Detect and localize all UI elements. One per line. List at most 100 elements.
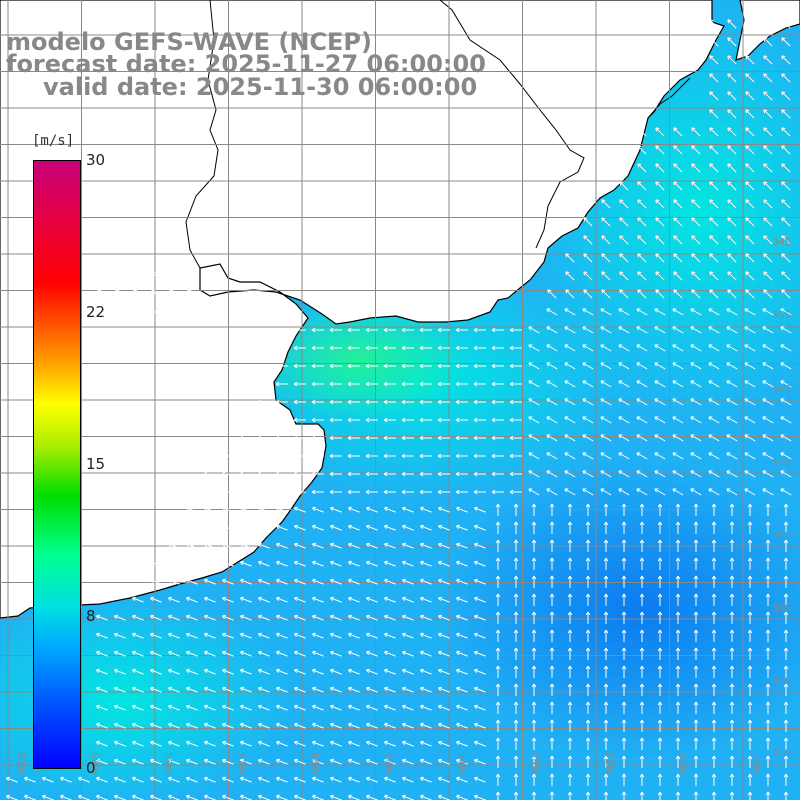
wind-arrow — [691, 181, 701, 191]
wind-arrow — [639, 593, 645, 606]
wind-arrow — [672, 326, 684, 334]
wind-arrow — [513, 647, 519, 660]
wind-arrow — [729, 611, 735, 624]
wind-arrow — [603, 755, 609, 768]
wind-arrow — [727, 145, 737, 155]
wind-arrow — [763, 127, 773, 137]
wind-arrow — [132, 686, 144, 693]
wind-arrow — [603, 719, 609, 732]
wind-arrow — [637, 271, 647, 281]
wind-arrow — [348, 542, 360, 549]
wind-arrow — [783, 773, 789, 786]
wind-arrow — [762, 470, 774, 478]
wind-arrow — [258, 614, 270, 621]
wind-arrow — [675, 539, 681, 552]
wind-arrow — [168, 668, 180, 675]
lat-label: 34S — [772, 237, 791, 248]
wind-arrow — [621, 755, 627, 768]
wind-arrow — [675, 611, 681, 624]
wind-arrow — [401, 489, 414, 495]
wind-arrow — [491, 399, 504, 405]
wind-arrow — [781, 37, 791, 47]
wind-arrow — [294, 614, 306, 621]
wind-arrow — [583, 253, 593, 263]
wind-arrow — [657, 755, 663, 768]
wind-arrow — [150, 722, 162, 729]
wind-arrow — [711, 611, 717, 624]
wind-arrow — [744, 434, 756, 442]
wind-arrow — [727, 37, 737, 47]
wind-arrow — [365, 453, 378, 459]
wind-arrow — [690, 308, 702, 316]
wind-arrow — [673, 271, 683, 281]
wind-arrow — [690, 398, 702, 406]
wind-arrow — [783, 539, 789, 552]
wind-arrow — [509, 381, 522, 387]
wind-arrow — [133, 271, 143, 281]
wind-arrow — [567, 791, 573, 800]
wind-arrow — [509, 363, 522, 369]
wind-arrow — [729, 575, 735, 588]
wind-arrow — [781, 253, 791, 263]
wind-arrow — [293, 435, 306, 441]
wind-arrow — [240, 560, 252, 567]
wind-arrow — [744, 452, 756, 460]
colorbar-tick-30: 30 — [86, 151, 106, 169]
wind-arrow — [691, 253, 701, 263]
wind-arrow — [531, 503, 537, 516]
wind-arrow — [709, 19, 719, 29]
wind-arrow — [276, 560, 288, 567]
wind-arrow — [531, 665, 537, 678]
wind-arrow — [744, 488, 756, 496]
wind-arrow — [621, 557, 627, 570]
wind-arrow — [691, 271, 701, 281]
wind-arrow — [330, 704, 342, 711]
wind-arrow — [366, 668, 378, 675]
wind-arrow — [654, 470, 666, 478]
wind-arrow — [384, 614, 396, 621]
wind-arrow — [765, 737, 771, 750]
wind-arrow — [401, 453, 414, 459]
wind-arrow — [311, 363, 324, 369]
wind-arrow — [240, 650, 252, 657]
wind-arrow — [691, 145, 701, 155]
wind-arrow — [657, 647, 663, 660]
wind-arrow — [621, 665, 627, 678]
wind-arrow — [603, 593, 609, 606]
wind-arrow — [151, 271, 161, 281]
wind-arrow — [402, 596, 414, 603]
wind-arrow — [783, 719, 789, 732]
wind-arrow — [765, 539, 771, 552]
wind-arrow — [473, 471, 486, 477]
wind-arrow — [383, 471, 396, 477]
wind-arrow — [474, 506, 486, 513]
wind-arrow — [222, 794, 234, 800]
wind-arrow — [636, 326, 648, 334]
wind-arrow — [186, 704, 198, 711]
wind-arrow — [603, 539, 609, 552]
wind-arrow — [600, 308, 612, 316]
wind-arrow — [672, 344, 684, 352]
wind-arrow — [729, 737, 735, 750]
wind-arrow — [96, 704, 108, 711]
wind-arrow — [513, 503, 519, 516]
wind-arrow — [675, 503, 681, 516]
wind-arrow — [546, 344, 558, 352]
wind-arrow — [690, 380, 702, 388]
wind-arrow — [150, 758, 162, 765]
wind-arrow — [711, 791, 717, 800]
wind-arrow — [258, 722, 270, 729]
wind-arrow — [258, 758, 270, 765]
wind-arrow — [239, 471, 252, 477]
wind-arrow — [583, 289, 593, 299]
wind-arrow — [276, 722, 288, 729]
wind-arrow — [204, 722, 216, 729]
wind-arrow — [726, 488, 738, 496]
wind-arrow — [455, 435, 468, 441]
wind-arrow — [384, 542, 396, 549]
wind-arrow — [709, 217, 719, 227]
wind-arrow — [528, 380, 540, 388]
wind-arrow — [564, 470, 576, 478]
wind-arrow — [347, 345, 360, 351]
wind-arrow — [186, 632, 198, 639]
